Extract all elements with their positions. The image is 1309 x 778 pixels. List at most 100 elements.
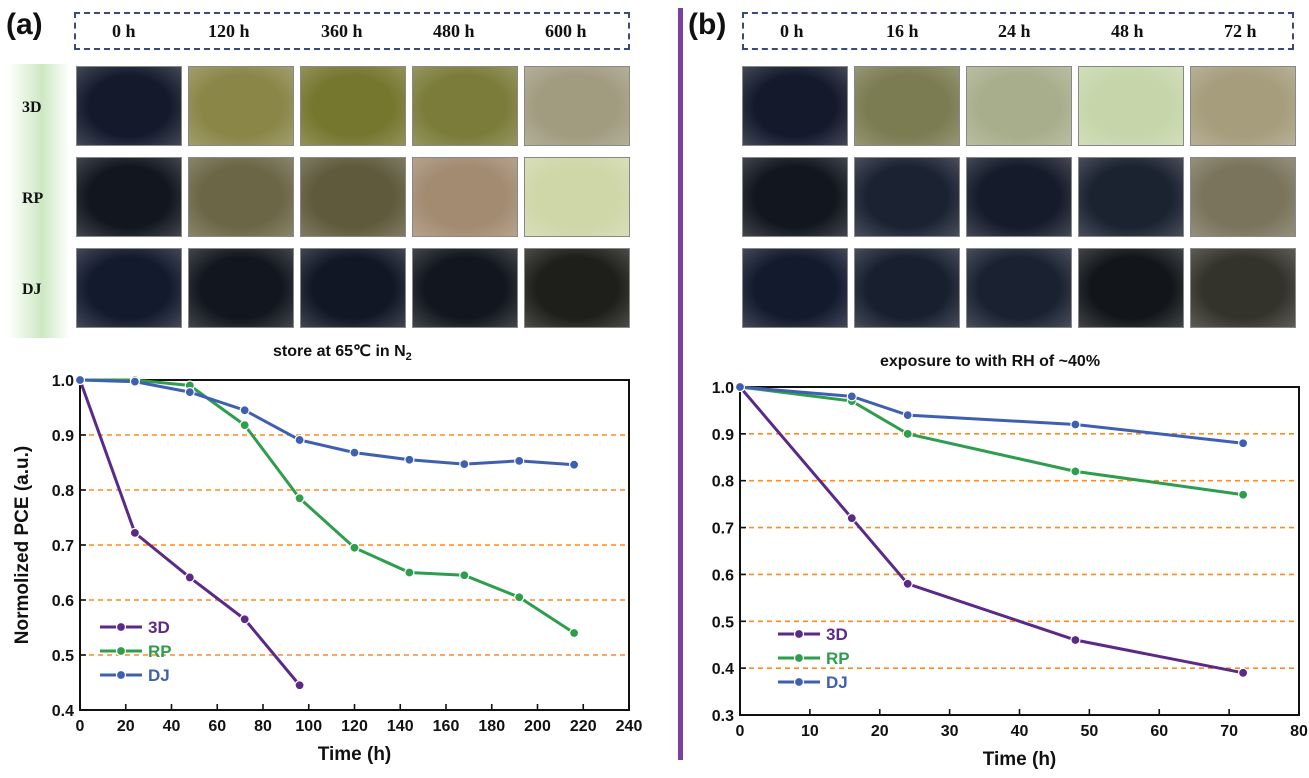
x-tick-label: 10 xyxy=(801,723,819,740)
panel-b-label: (b) xyxy=(688,8,727,41)
time-label: 360 h xyxy=(321,21,363,41)
sample-photo xyxy=(524,157,630,237)
sample-photo xyxy=(188,248,294,328)
legend-marker-rp xyxy=(115,645,127,657)
sample-photo xyxy=(76,157,182,237)
legend-label-dj: DJ xyxy=(148,666,170,685)
sample-photo xyxy=(854,157,960,237)
sample-photo xyxy=(1078,66,1184,146)
y-tick-label: 0.7 xyxy=(52,538,74,555)
data-point-rp xyxy=(902,428,913,439)
data-point-dj xyxy=(294,434,305,446)
legend-marker-dj xyxy=(115,669,127,681)
time-label: 120 h xyxy=(208,21,250,41)
x-tick-label: 30 xyxy=(941,723,959,740)
data-point-dj xyxy=(1070,419,1081,430)
data-point-3d xyxy=(129,527,140,539)
data-point-rp xyxy=(349,542,360,553)
panel-a-label: (a) xyxy=(6,8,43,41)
data-point-rp xyxy=(1070,466,1081,477)
sample-photo xyxy=(1078,248,1184,328)
sample-photo xyxy=(854,66,960,146)
y-tick-label: 0.6 xyxy=(712,567,734,584)
y-tick-label: 0.5 xyxy=(712,614,734,631)
series-line-dj xyxy=(79,378,575,467)
x-tick-label: 20 xyxy=(871,723,889,740)
panel-divider xyxy=(678,8,683,760)
data-point-3d xyxy=(1237,667,1249,678)
legend-label-rp: RP xyxy=(148,642,172,661)
data-point-rp xyxy=(294,493,305,504)
legend-label-dj: DJ xyxy=(826,673,848,692)
data-point-3d xyxy=(846,513,857,524)
sample-photo xyxy=(76,66,182,146)
sample-photo xyxy=(412,248,518,328)
data-point-3d xyxy=(239,614,250,625)
sample-photo xyxy=(742,248,848,328)
series-line-rp xyxy=(739,385,1244,497)
sample-photo xyxy=(1190,66,1296,146)
y-tick-label: 0.9 xyxy=(712,427,734,444)
x-tick-label: 50 xyxy=(1080,723,1098,740)
data-point-3d xyxy=(902,578,913,589)
y-tick-label: 0.4 xyxy=(52,703,74,720)
data-point-dj xyxy=(846,391,857,402)
panel-a-caption: store at 65℃ in N2 xyxy=(273,343,412,364)
sample-photo xyxy=(1190,248,1296,328)
series-line-3d xyxy=(738,386,1244,675)
sample-photo xyxy=(300,157,406,237)
y-tick-label: 0.5 xyxy=(52,648,74,665)
data-point-dj xyxy=(734,381,746,393)
y-tick-label: 0.8 xyxy=(52,483,74,500)
data-point-dj xyxy=(239,405,250,416)
sample-photo xyxy=(966,248,1072,328)
time-label: 0 h xyxy=(780,21,804,41)
x-tick-label: 60 xyxy=(208,718,226,735)
x-tick-label: 70 xyxy=(1220,723,1238,740)
sample-photo xyxy=(742,157,848,237)
legend-label-rp: RP xyxy=(826,649,850,668)
x-tick-label: 0 xyxy=(736,723,745,740)
sample-photo xyxy=(300,66,406,146)
legend-label-3d: 3D xyxy=(826,625,848,644)
time-label: 16 h xyxy=(886,21,919,41)
data-point-rp xyxy=(568,627,580,639)
y-tick-label: 0.3 xyxy=(712,708,734,725)
row-label-strip xyxy=(8,64,70,338)
row-label-rp: RP xyxy=(22,190,44,207)
data-point-dj xyxy=(349,447,360,458)
sample-photo xyxy=(854,248,960,328)
x-tick-label: 60 xyxy=(1150,723,1168,740)
row-label-3d: 3D xyxy=(22,99,42,116)
x-tick-label: 40 xyxy=(1011,723,1029,740)
data-point-3d xyxy=(1070,634,1081,646)
row-label-dj: DJ xyxy=(22,281,42,298)
sample-photo xyxy=(524,66,630,146)
sample-photo xyxy=(524,248,630,328)
chart-b: 0 10 20 30 40 50 60 70 80 0.3 0.4 0.5 0.6 0.7 0.8 0.9 1.… xyxy=(712,380,1308,770)
panel-b-time-header: 0 h 16 h 24 h 48 h 72 h xyxy=(742,12,1294,50)
data-point-dj xyxy=(1237,438,1249,449)
x-tick-label: 140 xyxy=(387,718,414,735)
x-tick-label: 200 xyxy=(524,718,551,735)
sample-photo xyxy=(188,157,294,237)
data-point-dj xyxy=(404,454,415,465)
sample-photo xyxy=(188,66,294,146)
sample-photo xyxy=(76,248,182,328)
y-tick-label: 0.7 xyxy=(712,521,734,538)
legend-marker-dj xyxy=(793,676,805,688)
sample-photo xyxy=(1190,157,1296,237)
y-tick-label: 1.0 xyxy=(712,380,734,397)
x-tick-label: 20 xyxy=(117,718,135,735)
x-axis-label: Time (h) xyxy=(983,749,1057,770)
y-tick-label: 0.8 xyxy=(712,474,734,491)
x-tick-label: 40 xyxy=(163,718,181,735)
data-point-dj xyxy=(902,410,913,421)
panel-b-caption: exposure to with RH of ~40% xyxy=(880,353,1101,370)
sample-photo xyxy=(966,157,1072,237)
data-point-rp xyxy=(514,592,525,603)
x-tick-label: 160 xyxy=(433,718,460,735)
time-label: 480 h xyxy=(433,21,475,41)
sample-photo xyxy=(742,66,848,146)
chart-a: 0 20 40 60 80 100 120 140 160 180 200 220 240 0.4 0.5 0… xyxy=(12,373,642,765)
